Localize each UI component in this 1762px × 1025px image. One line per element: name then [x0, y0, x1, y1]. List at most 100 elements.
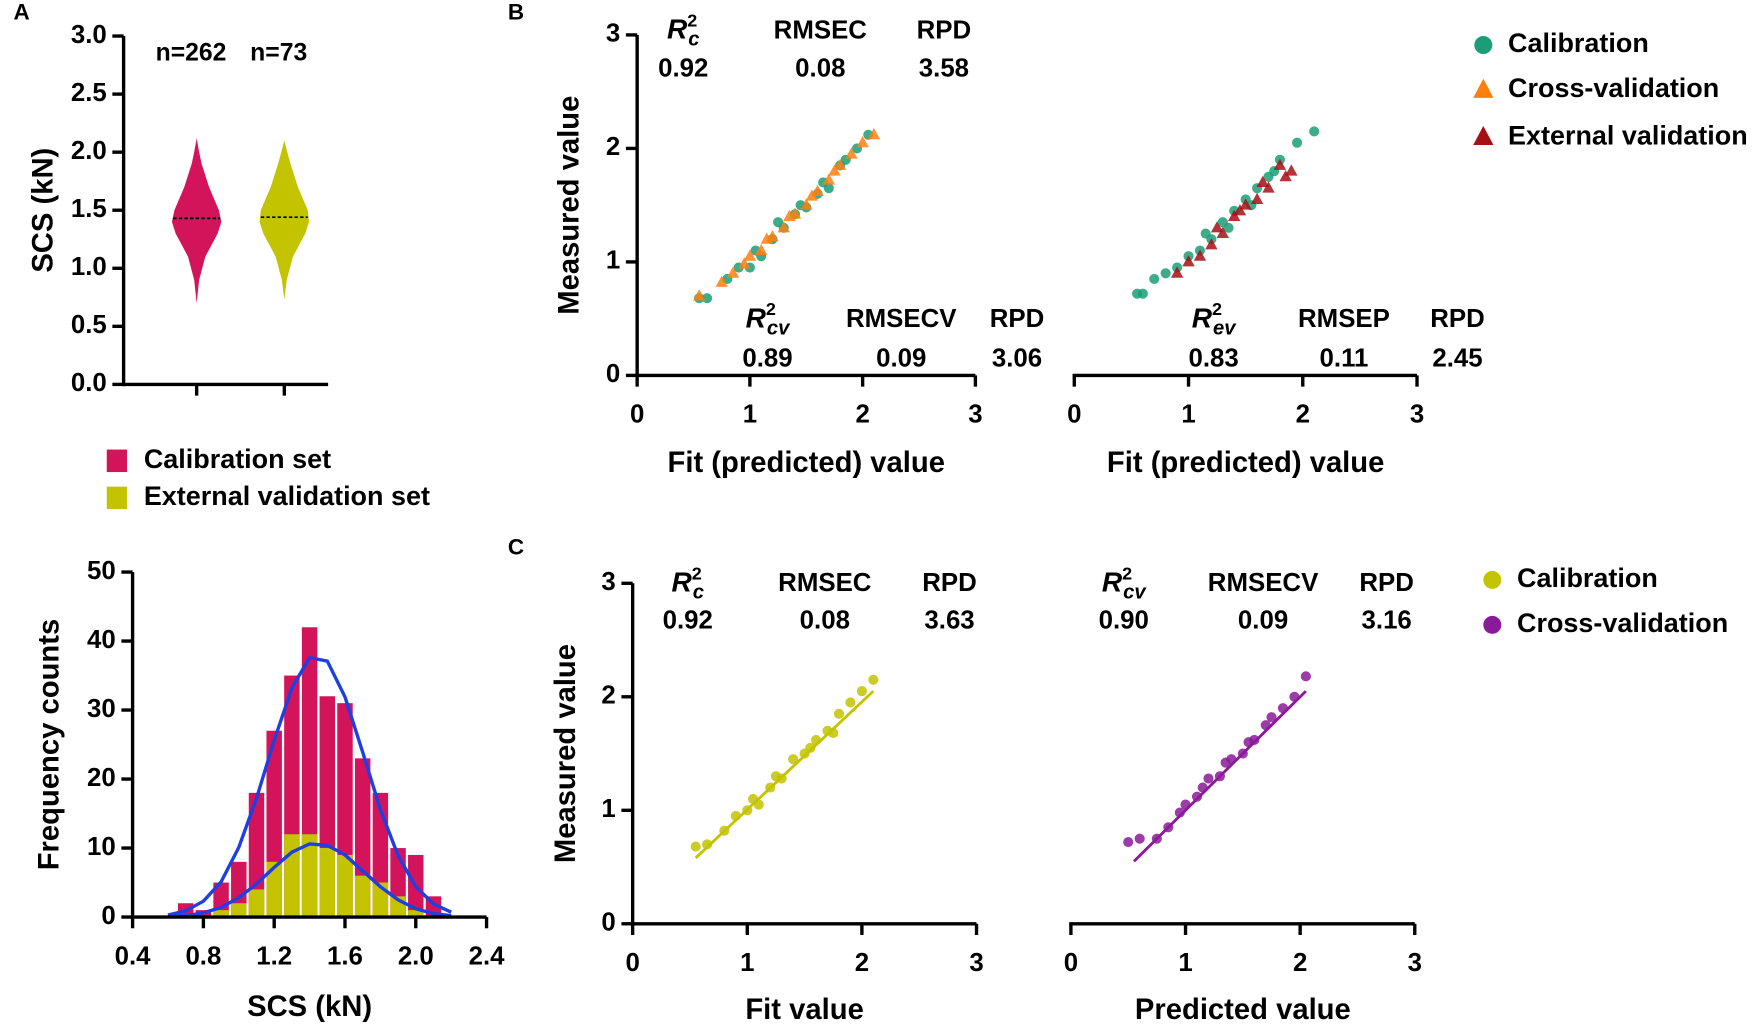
y-axis-label: Frequency counts [33, 619, 65, 871]
point [868, 674, 879, 685]
point [715, 275, 728, 287]
stat-value: 0.08 [800, 606, 850, 634]
point [1174, 807, 1185, 818]
legend-swatch [106, 486, 127, 510]
point [1191, 791, 1203, 802]
point [730, 810, 741, 822]
x-tick-label: 1 [743, 401, 757, 429]
y-tick-label: 0 [606, 360, 620, 388]
stat-value: 3.06 [992, 345, 1042, 373]
point [788, 754, 799, 765]
stat-name: RPD [1430, 305, 1485, 333]
point [828, 728, 839, 739]
stat-name: R2 c [671, 563, 704, 604]
x-tick-label: 2 [855, 401, 869, 429]
point [1279, 170, 1292, 182]
point [856, 135, 869, 148]
count-annotation: n=262 [156, 40, 227, 67]
point [1266, 712, 1277, 723]
legend-marker [1473, 125, 1494, 146]
stat-value: 3.16 [1362, 606, 1412, 634]
point [1137, 288, 1148, 299]
x-tick-label: 3 [1410, 401, 1424, 429]
y-tick-label: 1.0 [71, 253, 107, 281]
legend-label: External validation set [144, 481, 430, 511]
y-tick-label: 2 [606, 133, 620, 161]
violin [171, 138, 222, 304]
y-tick-label: 0 [601, 909, 615, 937]
legend-label: Cross-validation [1517, 608, 1728, 638]
point [828, 164, 841, 176]
point [1197, 782, 1208, 793]
stat-name: RMSEC [778, 569, 871, 597]
stat-name: R2 ev [1192, 299, 1238, 340]
fit-curve [167, 842, 452, 919]
point [1249, 734, 1260, 745]
x-tick-label: 0.4 [115, 942, 152, 970]
point [1260, 720, 1271, 731]
stat-value: 0.08 [795, 55, 845, 83]
stat-value: 0.11 [1320, 345, 1369, 373]
x-tick-label: 3 [969, 949, 983, 977]
point [777, 221, 790, 233]
x-tick-label: 1 [1178, 949, 1192, 977]
point [738, 257, 751, 269]
stat-name-sub: c [688, 29, 699, 51]
y-tick-label: 1 [606, 247, 620, 275]
histogram-bar [354, 875, 371, 918]
point [1160, 268, 1171, 279]
stat-name-base: R [671, 567, 692, 598]
stat-name-sup: 2 [1212, 299, 1222, 319]
y-axis-label: Measured value [554, 96, 586, 315]
x-tick-label: 1 [740, 949, 754, 977]
point [833, 708, 845, 719]
stat-name-sub: cv [1123, 582, 1147, 604]
point [1300, 671, 1311, 682]
x-axis-label: Fit (predicted) value [668, 447, 945, 479]
stat-name: RMSECV [846, 305, 957, 333]
point [1214, 771, 1225, 782]
point [1193, 249, 1207, 261]
point [726, 266, 740, 278]
point [867, 128, 881, 140]
stat-name-base: R [746, 303, 767, 334]
point [753, 799, 764, 810]
point [1239, 198, 1252, 210]
point [1203, 773, 1214, 784]
point [690, 841, 701, 852]
y-tick-label: 2.5 [71, 79, 107, 107]
panel-label: C [508, 534, 524, 559]
x-tick-label: 1 [1181, 401, 1195, 429]
y-tick-label: 0 [101, 902, 115, 930]
x-tick-label: 0 [625, 949, 639, 977]
legend-marker [1483, 615, 1502, 634]
stat-name-sub: ev [1213, 318, 1237, 340]
stat-value: 0.89 [742, 345, 792, 373]
point [856, 686, 867, 697]
point [1292, 137, 1303, 148]
legend-label: Cross-validation [1508, 73, 1719, 103]
point [702, 839, 713, 850]
point [742, 805, 753, 816]
point [1289, 691, 1300, 702]
point [1170, 266, 1184, 278]
y-tick-label: 3 [601, 568, 615, 596]
stat-value: 3.63 [924, 606, 974, 634]
x-axis-label: Predicted value [1135, 994, 1351, 1025]
y-tick-label: 10 [87, 833, 116, 861]
point [822, 173, 836, 185]
y-tick-label: 30 [87, 695, 116, 723]
histogram-bar [231, 903, 247, 918]
y-tick-label: 2 [601, 682, 615, 710]
y-tick-label: 1.5 [71, 195, 107, 223]
point [1149, 273, 1160, 284]
stat-name-sup: 2 [766, 299, 776, 319]
stat-value: 0.92 [658, 55, 708, 83]
point [765, 782, 776, 793]
histogram-bar [213, 910, 229, 918]
y-tick-label: 2.0 [71, 137, 107, 165]
x-tick-label: 0 [1067, 401, 1081, 429]
x-tick-label: 2.0 [398, 942, 434, 970]
point [823, 183, 834, 194]
point [701, 293, 713, 304]
